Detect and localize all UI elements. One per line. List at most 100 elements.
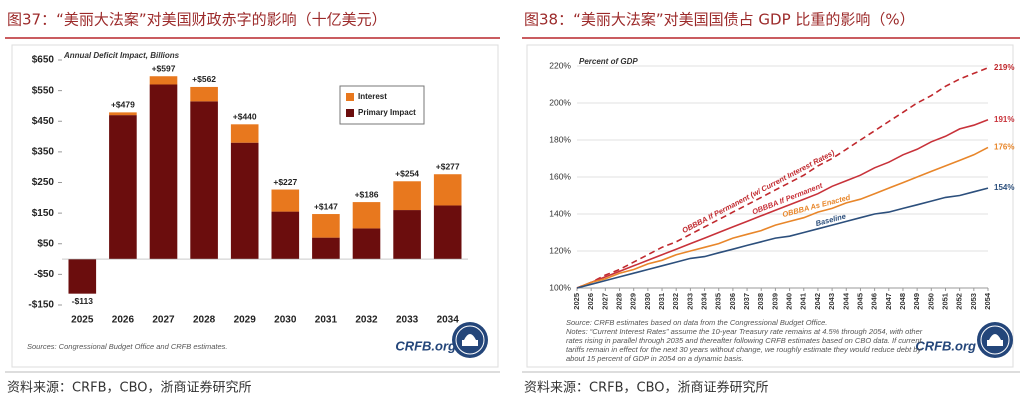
x-tick-label: 2044 xyxy=(841,292,850,310)
legend-label: Primary Impact xyxy=(358,108,416,117)
y-tick-label: $350 xyxy=(32,147,55,158)
end-label: 154% xyxy=(994,183,1014,192)
y-tick-label: 160% xyxy=(549,171,571,181)
footer: 资料来源：CRFB，CBO，浙商证券研究所 xyxy=(7,380,252,396)
y-tick-label: $450 xyxy=(32,116,55,127)
x-tick-label: 2049 xyxy=(912,293,921,310)
total-label: +$597 xyxy=(152,63,176,73)
y-tick-label: 200% xyxy=(549,97,571,107)
chart-subtitle: Percent of GDP xyxy=(579,57,638,66)
x-tick-label: 2035 xyxy=(714,293,723,310)
bar-segment xyxy=(393,210,421,260)
logo-ring xyxy=(455,325,485,355)
logo-building xyxy=(987,340,1003,346)
bar-segment xyxy=(190,101,218,260)
source-note: Source: CRFB estimates based on data fro… xyxy=(566,318,828,327)
y-tick-label: 220% xyxy=(549,60,571,70)
bar-segment xyxy=(109,115,137,260)
x-tick-label: 2033 xyxy=(396,315,419,326)
chart-subtitle: Annual Deficit Impact, Billions xyxy=(63,51,180,60)
total-label: +$479 xyxy=(111,100,135,110)
x-tick-label: 2054 xyxy=(983,292,992,310)
series-line xyxy=(576,118,989,289)
total-label: +$227 xyxy=(273,177,297,187)
x-tick-label: 2050 xyxy=(926,293,935,310)
y-tick-label: $650 xyxy=(32,55,55,66)
x-tick-label: 2039 xyxy=(770,293,779,310)
bar-segment xyxy=(190,86,218,102)
logo-icon xyxy=(452,322,1013,358)
total-label: +$147 xyxy=(314,201,338,211)
y-tick-label: $250 xyxy=(32,177,55,188)
panel-frame xyxy=(526,44,1014,368)
x-tick-label: 2028 xyxy=(193,315,216,326)
bar-segment xyxy=(230,124,259,143)
bar-segment xyxy=(109,112,137,116)
x-tick-label: 2034 xyxy=(700,292,709,310)
bar-segment xyxy=(271,189,300,212)
bar-segment xyxy=(352,228,381,260)
y-tick-label: -$50 xyxy=(34,269,54,280)
y-tick-label: $150 xyxy=(32,208,55,219)
y-tick-label: 120% xyxy=(549,245,571,255)
logo-ring xyxy=(980,325,1010,355)
x-tick-label: 2027 xyxy=(600,293,609,310)
end-label: 176% xyxy=(994,143,1014,152)
x-tick-label: 2042 xyxy=(813,293,822,310)
x-tick-label: 2034 xyxy=(437,315,460,326)
x-tick-label: 2051 xyxy=(940,293,949,310)
notes: Notes: “Current Interest Rates” assume t… xyxy=(566,327,923,363)
x-tick-label: 2026 xyxy=(586,293,595,310)
total-label: +$277 xyxy=(436,161,460,171)
x-tick-label: 2028 xyxy=(615,293,624,310)
y-tick-label: 180% xyxy=(549,134,571,144)
x-tick-label: 2038 xyxy=(756,293,765,310)
x-tick-label: 2046 xyxy=(870,293,879,310)
bar-segment xyxy=(312,237,340,260)
source-note: Sources: Congressional Budget Office and… xyxy=(27,342,228,351)
x-tick-label: 2029 xyxy=(629,293,638,310)
y-tick-label: 140% xyxy=(549,208,571,218)
logo-building xyxy=(462,340,478,346)
panel-title: 图37：“美丽大法案”对美国财政赤字的影响（十亿美元） xyxy=(7,11,387,29)
logo-text: CRFB.org xyxy=(915,338,976,353)
x-tick-label: 2033 xyxy=(685,293,694,310)
x-tick-label: 2047 xyxy=(884,293,893,310)
x-tick-label: 2031 xyxy=(657,293,666,310)
bar-segment xyxy=(68,259,97,294)
x-tick-label: 2032 xyxy=(671,293,680,310)
legend-box xyxy=(339,85,425,125)
y-tick-label: $50 xyxy=(37,238,54,249)
x-tick-label: 2025 xyxy=(71,315,94,326)
x-tick-label: 2036 xyxy=(728,293,737,310)
bar-segment xyxy=(149,84,178,260)
bar-segment xyxy=(312,214,340,238)
footer: 资料来源：CRFB，CBO，浙商证券研究所 xyxy=(524,380,769,396)
y-tick-label: $550 xyxy=(32,85,55,96)
total-label: +$562 xyxy=(192,74,216,84)
series-line xyxy=(576,187,989,289)
x-tick-label: 2048 xyxy=(898,293,907,310)
bar-segment xyxy=(271,211,300,260)
x-tick-label: 2027 xyxy=(152,315,175,326)
x-tick-label: 2043 xyxy=(827,293,836,310)
legend-swatch xyxy=(346,93,354,101)
total-label: +$254 xyxy=(395,169,419,179)
y-tick-label: 100% xyxy=(549,282,571,292)
end-label: 191% xyxy=(994,115,1014,124)
x-tick-label: 2030 xyxy=(274,315,297,326)
panel-title: 图38：“美丽大法案”对美国国债占 GDP 比重的影响（%） xyxy=(524,11,915,29)
x-tick-label: 2026 xyxy=(112,315,135,326)
x-tick-label: 2040 xyxy=(785,293,794,310)
bar-segment xyxy=(393,181,421,211)
x-tick-label: 2041 xyxy=(799,293,808,310)
total-label: +$440 xyxy=(233,112,257,122)
x-tick-label: 2029 xyxy=(234,315,257,326)
bar-segment xyxy=(230,142,259,260)
total-label: +$186 xyxy=(355,189,379,199)
bar-segment xyxy=(433,174,462,206)
x-tick-label: 2032 xyxy=(355,315,378,326)
logo-text: CRFB.org xyxy=(395,338,456,353)
